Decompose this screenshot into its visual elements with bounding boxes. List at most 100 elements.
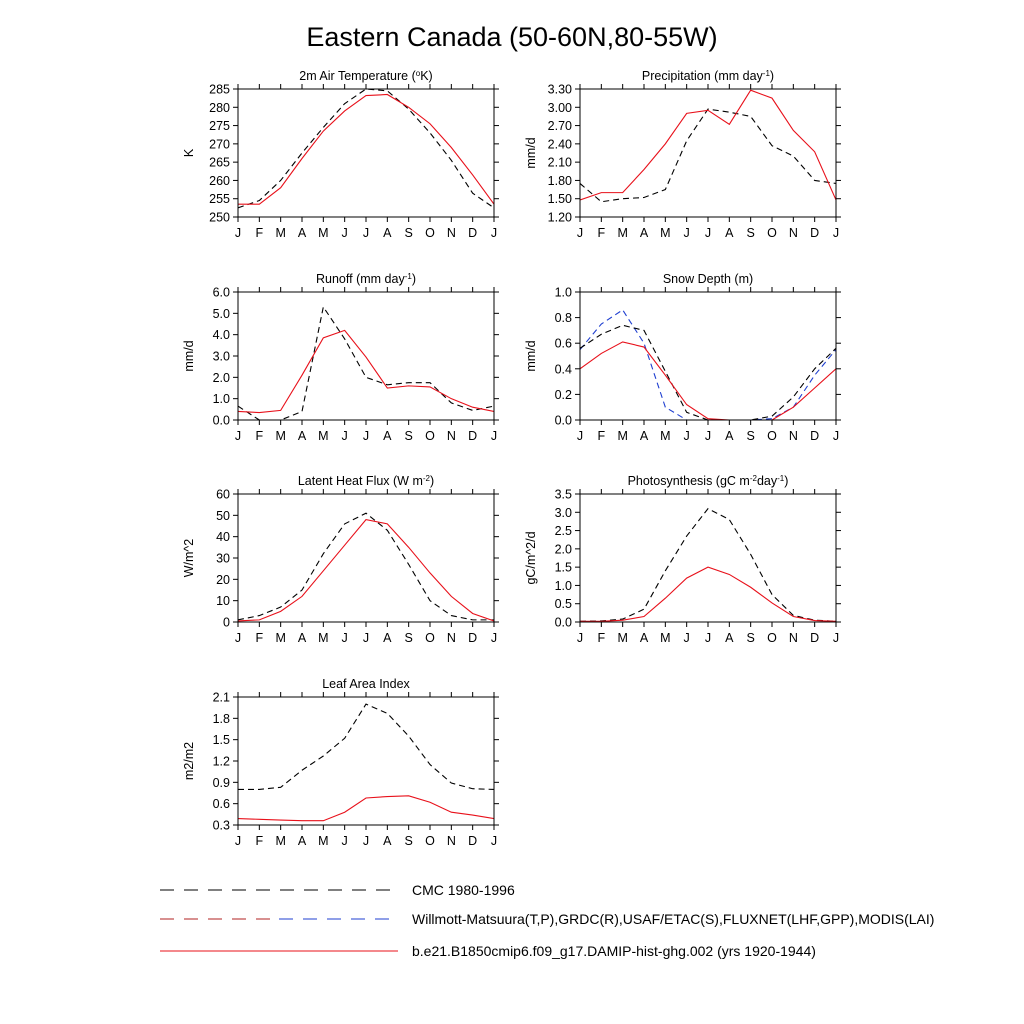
panel-5: Latent Heat Flux (W m-2) W/m^2 0 10 20 30 40 50…: [182, 474, 499, 645]
panel-3: Runoff (mm day-1) mm/d 0.0 1.0 2.0 3.0 4.0 5.0 6…: [182, 272, 499, 443]
x-tick-label: J: [833, 429, 839, 443]
y-tick-label: 5.0: [213, 307, 230, 321]
x-tick-label: N: [447, 429, 456, 443]
x-tick-label: M: [318, 429, 328, 443]
panel-title: Runoff (mm day-1): [316, 272, 416, 287]
legend: CMC 1980-1996 Willmott-Matsuura(T,P),GRD…: [160, 882, 934, 959]
panel-title-sup: -1: [405, 272, 413, 281]
x-tick-label: J: [363, 429, 369, 443]
y-tick-label: 6.0: [213, 286, 230, 300]
panel-2: Precipitation (mm day-1) mm/d 1.20 1.50 1.80…: [524, 69, 841, 240]
series-line-cmc: [238, 512, 494, 621]
x-tick-label: M: [318, 631, 328, 645]
series-line-model: [238, 795, 494, 822]
x-tick-label: J: [342, 834, 348, 848]
panel-6: Photosynthesis (gC m-2day-1) gC/m^2/d 0.0 0…: [524, 474, 841, 645]
x-tick-label: J: [363, 631, 369, 645]
x-tick-label: O: [767, 631, 777, 645]
x-tick-label: S: [404, 834, 412, 848]
x-tick-label: M: [275, 834, 285, 848]
x-tick-label: N: [447, 226, 456, 240]
y-tick-label: 250: [209, 211, 230, 225]
y-tick-label: 0: [223, 616, 230, 630]
x-tick-label: S: [746, 429, 754, 443]
plot-frame: [579, 493, 837, 623]
y-tick-label: 0.0: [213, 414, 230, 428]
plot-frame: [237, 696, 495, 826]
x-tick-label: N: [789, 631, 798, 645]
y-axis-label: mm/d: [524, 137, 538, 168]
x-tick-label: J: [833, 226, 839, 240]
panel-title-suffix: ): [412, 272, 416, 286]
y-tick-label: 2.70: [548, 119, 572, 133]
x-tick-label: M: [318, 226, 328, 240]
x-tick-label: D: [810, 226, 819, 240]
series-line-cmc: [238, 703, 494, 790]
panel-title: Photosynthesis (gC m-2day-1): [628, 474, 789, 489]
y-tick-label: 3.0: [213, 350, 230, 364]
panel-title: Snow Depth (m): [663, 272, 753, 286]
x-tick-label: M: [660, 631, 670, 645]
x-tick-label: S: [404, 429, 412, 443]
y-tick-label: 0.3: [213, 819, 230, 833]
x-tick-label: A: [383, 226, 392, 240]
x-tick-label: F: [598, 631, 606, 645]
x-tick-label: J: [235, 429, 241, 443]
y-axis-label: mm/d: [524, 340, 538, 371]
x-tick-label: M: [275, 226, 285, 240]
panel-title-text: Photosynthesis (gC m: [628, 474, 750, 488]
series-line-model: [580, 566, 836, 622]
y-tick-label: 2.1: [213, 691, 230, 705]
y-tick-label: 2.10: [548, 156, 572, 170]
y-axis-label: mm/d: [182, 340, 196, 371]
x-tick-label: A: [298, 429, 307, 443]
y-tick-label: 1.2: [213, 755, 230, 769]
y-tick-label: 1.50: [548, 192, 572, 206]
x-tick-label: N: [789, 226, 798, 240]
series-line-cmc: [238, 305, 494, 420]
y-tick-label: 270: [209, 137, 230, 151]
x-tick-label: A: [383, 631, 392, 645]
panel-title-suffix: K): [420, 69, 433, 83]
x-tick-label: D: [468, 429, 477, 443]
figure-title: Eastern Canada (50-60N,80-55W): [306, 22, 717, 52]
x-tick-label: S: [746, 226, 754, 240]
x-tick-label: M: [660, 429, 670, 443]
panel-title-suffix: ): [430, 474, 434, 488]
x-tick-label: A: [298, 631, 307, 645]
x-tick-label: N: [789, 429, 798, 443]
x-tick-label: J: [235, 226, 241, 240]
series-line-cmc: [580, 324, 836, 420]
panel-title-text: Snow Depth (m): [663, 272, 753, 286]
y-tick-label: 3.30: [548, 83, 572, 97]
y-tick-label: 30: [216, 552, 230, 566]
x-tick-label: M: [275, 631, 285, 645]
x-tick-label: J: [491, 631, 497, 645]
panel-title-sup: -2: [423, 474, 431, 483]
x-tick-label: D: [810, 429, 819, 443]
panel-title-text: Precipitation (mm day: [642, 69, 764, 83]
series-line-cmc: [580, 507, 836, 622]
x-tick-label: D: [468, 226, 477, 240]
x-tick-label: J: [491, 429, 497, 443]
x-tick-label: A: [725, 226, 734, 240]
legend-label-cmc: CMC 1980-1996: [412, 882, 515, 898]
panels: 2m Air Temperature (oK) K 250 255 260 265 270 2…: [182, 69, 841, 848]
x-tick-label: D: [468, 834, 477, 848]
x-tick-label: O: [767, 429, 777, 443]
y-tick-label: 2.5: [555, 524, 572, 538]
x-tick-label: J: [235, 834, 241, 848]
y-tick-label: 2.40: [548, 137, 572, 151]
x-tick-label: O: [425, 631, 435, 645]
y-tick-label: 1.0: [555, 286, 572, 300]
y-tick-label: 0.5: [555, 597, 572, 611]
y-axis-label: W/m^2: [182, 539, 196, 578]
x-tick-label: J: [577, 226, 583, 240]
x-tick-label: M: [275, 429, 285, 443]
x-tick-label: J: [684, 226, 690, 240]
y-axis-label: m2/m2: [182, 742, 196, 780]
series-line-model: [580, 89, 836, 201]
panel-title-text: Leaf Area Index: [322, 677, 410, 691]
y-tick-label: 260: [209, 174, 230, 188]
panel-title-sup2: -1: [777, 474, 785, 483]
